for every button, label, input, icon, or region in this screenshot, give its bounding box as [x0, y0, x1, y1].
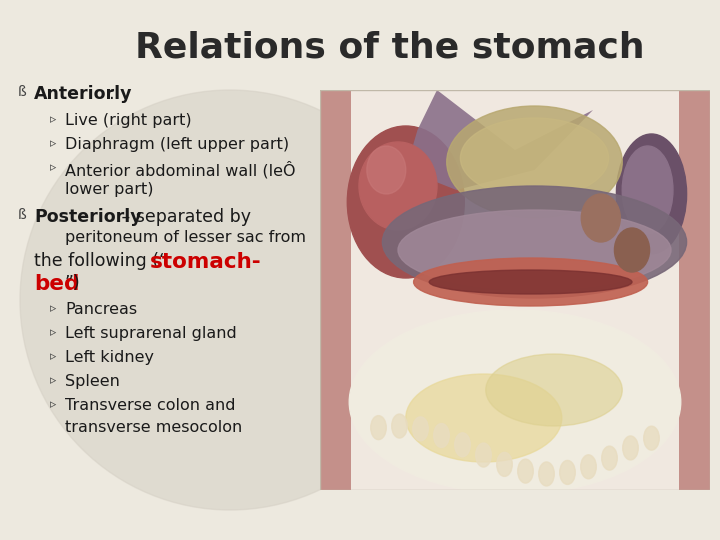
Text: ▹: ▹ [50, 398, 56, 411]
Ellipse shape [616, 134, 687, 254]
Text: Spleen: Spleen [65, 374, 120, 389]
Text: ß: ß [18, 208, 27, 222]
Ellipse shape [382, 186, 687, 298]
Text: the following (“: the following (“ [34, 252, 168, 270]
Polygon shape [320, 90, 351, 490]
Text: Diaphragm (left upper part): Diaphragm (left upper part) [65, 137, 289, 152]
Text: ß: ß [18, 85, 27, 99]
Ellipse shape [406, 374, 562, 462]
Text: lower part): lower part) [65, 182, 153, 197]
Ellipse shape [398, 210, 671, 290]
Ellipse shape [347, 126, 464, 278]
Text: ▹: ▹ [50, 302, 56, 315]
Text: ▹: ▹ [50, 161, 56, 174]
Text: Pancreas: Pancreas [65, 302, 137, 317]
Text: Left kidney: Left kidney [65, 350, 154, 365]
Text: ▹: ▹ [50, 374, 56, 387]
Ellipse shape [581, 455, 596, 479]
Text: Left suprarenal gland: Left suprarenal gland [65, 326, 237, 341]
Ellipse shape [366, 146, 406, 194]
Text: ▹: ▹ [50, 113, 56, 126]
Ellipse shape [359, 142, 437, 230]
Circle shape [20, 90, 440, 510]
Ellipse shape [581, 194, 621, 242]
Text: ”): ”) [64, 274, 80, 292]
Ellipse shape [486, 354, 622, 426]
Text: – separated by: – separated by [117, 208, 251, 226]
Text: stomach-: stomach- [150, 252, 261, 272]
Ellipse shape [371, 416, 387, 440]
Ellipse shape [446, 106, 622, 218]
Text: ▹: ▹ [50, 350, 56, 363]
Ellipse shape [602, 446, 617, 470]
Ellipse shape [476, 443, 491, 467]
Text: bed: bed [34, 274, 79, 294]
Ellipse shape [433, 423, 449, 448]
Ellipse shape [644, 426, 660, 450]
Ellipse shape [539, 462, 554, 486]
Text: :: : [109, 85, 114, 103]
Ellipse shape [460, 118, 608, 198]
Ellipse shape [349, 310, 680, 494]
Polygon shape [406, 90, 593, 190]
Ellipse shape [623, 436, 639, 460]
Ellipse shape [413, 258, 647, 306]
Ellipse shape [622, 146, 673, 234]
Text: Live (right part): Live (right part) [65, 113, 192, 128]
Ellipse shape [559, 461, 575, 484]
Ellipse shape [614, 228, 649, 272]
Text: Transverse colon and: Transverse colon and [65, 398, 235, 413]
Text: transverse mesocolon: transverse mesocolon [65, 420, 242, 435]
Ellipse shape [497, 453, 513, 476]
Ellipse shape [413, 417, 428, 441]
Text: Relations of the stomach: Relations of the stomach [135, 30, 645, 64]
Text: ▹: ▹ [50, 137, 56, 150]
Text: Anteriorly: Anteriorly [34, 85, 132, 103]
Text: ▹: ▹ [50, 326, 56, 339]
Ellipse shape [455, 433, 470, 457]
Text: Posteriorly: Posteriorly [34, 208, 142, 226]
Text: peritoneum of lesser sac from: peritoneum of lesser sac from [65, 230, 306, 245]
Ellipse shape [392, 414, 408, 438]
Polygon shape [679, 90, 710, 490]
Text: Anterior abdominal wall (leÔ: Anterior abdominal wall (leÔ [65, 161, 295, 179]
Ellipse shape [429, 270, 632, 294]
Ellipse shape [518, 459, 534, 483]
